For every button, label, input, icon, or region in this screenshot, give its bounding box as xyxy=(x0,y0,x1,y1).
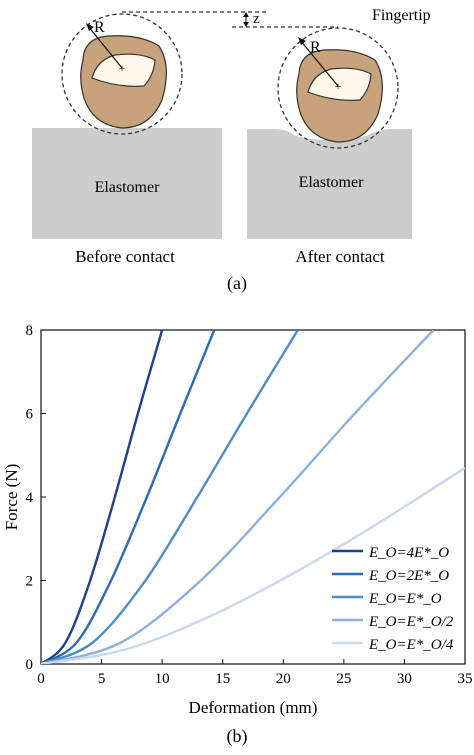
right-radius-arrow xyxy=(299,39,339,87)
left-elastomer-block xyxy=(32,128,222,239)
right-center-mark: + xyxy=(335,79,342,93)
x-tick-label: 20 xyxy=(276,671,291,687)
right-elastomer-block xyxy=(247,129,412,239)
y-axis-label: Force (N) xyxy=(2,464,21,531)
legend-label: E_O=4E*_O xyxy=(368,545,449,561)
after-contact-caption: After contact xyxy=(295,247,384,266)
y-axis-ticks: 0 2 4 6 8 xyxy=(26,323,46,673)
x-axis-ticks: 0 5 10 15 20 25 30 35 xyxy=(37,659,473,687)
x-tick-label: 35 xyxy=(458,671,473,687)
z-arrow-head-top xyxy=(243,12,249,17)
right-fingernail xyxy=(307,67,372,101)
right-radius-arrowhead xyxy=(298,37,306,45)
y-tick-label: 6 xyxy=(26,407,34,423)
right-contact-circle xyxy=(277,27,399,149)
z-arrow-head-bottom xyxy=(243,22,249,27)
y-tick-label: 4 xyxy=(26,490,34,506)
x-tick-label: 25 xyxy=(336,671,351,687)
legend-label: E_O=E*_O xyxy=(368,591,442,607)
left-center-mark: + xyxy=(119,61,126,75)
left-radius-arrow xyxy=(87,25,123,69)
legend-label: E_O=E*_O/4 xyxy=(368,637,454,653)
y-tick-label: 0 xyxy=(26,657,34,673)
x-tick-label: 5 xyxy=(98,671,106,687)
left-radius-arrowhead xyxy=(86,23,94,31)
before-contact-caption: Before contact xyxy=(75,247,175,266)
z-label: z xyxy=(253,11,260,27)
y-tick-label: 8 xyxy=(26,323,34,339)
legend-label: E_O=E*_O/2 xyxy=(368,614,454,630)
left-elastomer-label: Elastomer xyxy=(95,179,161,196)
series-line-1 xyxy=(41,330,216,664)
x-axis-label: Deformation (mm) xyxy=(189,698,318,717)
panel-b-label: (b) xyxy=(227,726,248,747)
panel-a-label: (a) xyxy=(227,273,247,294)
x-tick-label: 30 xyxy=(397,671,412,687)
y-tick-label: 2 xyxy=(26,574,34,590)
legend: E_O=4E*_O E_O=2E*_O E_O=E*_O E_O=E*_O/2 E_O=… xyxy=(332,545,454,653)
curves xyxy=(41,330,465,664)
left-radius-label: R xyxy=(94,19,105,36)
series-line-0 xyxy=(41,330,164,664)
series-line-4 xyxy=(41,466,465,664)
x-tick-label: 10 xyxy=(155,671,170,687)
right-radius-label: R xyxy=(310,39,321,56)
x-tick-label: 15 xyxy=(215,671,230,687)
fingertip-label: Fingertip xyxy=(372,7,431,24)
legend-label: E_O=2E*_O xyxy=(368,568,449,584)
series-line-2 xyxy=(41,330,299,664)
left-fingernail xyxy=(91,53,156,87)
panel-b: 0 5 10 15 20 25 30 35 0 2 4 6 8 Deformation (mm) Fo… xyxy=(2,323,473,747)
panel-a: Elastomer Elastomer + R + R z Fingertip … xyxy=(32,7,431,294)
right-elastomer-label: Elastomer xyxy=(299,174,365,191)
x-tick-label: 0 xyxy=(37,671,45,687)
series-line-3 xyxy=(41,330,435,664)
left-contact-circle xyxy=(61,13,183,135)
